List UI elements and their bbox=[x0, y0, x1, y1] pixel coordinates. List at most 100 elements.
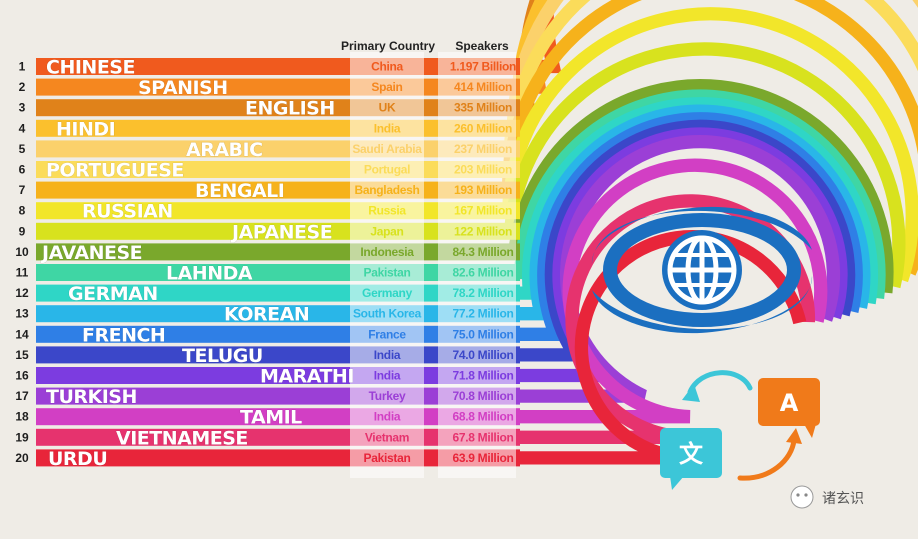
rank-label: 14 bbox=[15, 327, 29, 341]
translate-icon: 文 A bbox=[660, 370, 820, 490]
watermark: 诸玄识 bbox=[790, 485, 864, 509]
globe-logo-icon bbox=[591, 206, 813, 334]
speakers-cell: 71.8 Million bbox=[452, 369, 513, 383]
rank-label: 8 bbox=[19, 204, 26, 218]
rainbow-arc bbox=[503, 42, 906, 289]
speakers-column-bg bbox=[438, 52, 516, 478]
rank-label: 6 bbox=[19, 163, 26, 177]
speakers-cell: 167 Million bbox=[454, 204, 512, 218]
rank-label: 20 bbox=[15, 451, 29, 465]
rainbow-arc bbox=[507, 79, 894, 294]
language-name: JAPANESE bbox=[230, 221, 332, 243]
rainbow-arc bbox=[516, 112, 863, 341]
language-name: TAMIL bbox=[240, 407, 302, 429]
speakers-cell: 68.8 Million bbox=[452, 410, 513, 424]
country-cell: Bangladesh bbox=[354, 183, 419, 197]
language-name: TURKISH bbox=[46, 386, 137, 408]
rank-label: 11 bbox=[16, 266, 29, 280]
country-cell: Spain bbox=[371, 80, 402, 94]
language-name: TELUGU bbox=[182, 345, 263, 367]
rainbow-arc bbox=[516, 158, 828, 424]
language-name: BENGALI bbox=[195, 180, 284, 202]
language-name: URDU bbox=[48, 448, 107, 470]
speakers-cell: 67.8 Million bbox=[452, 430, 513, 444]
rainbow-arc bbox=[501, 0, 918, 276]
speakers-cell: 1.197 Billion bbox=[450, 60, 516, 74]
speakers-column-header: Speakers bbox=[455, 39, 509, 53]
speakers-cell: 122 Million bbox=[454, 224, 512, 238]
language-name: RUSSIAN bbox=[82, 201, 173, 223]
speakers-cell: 414 Million bbox=[454, 80, 512, 94]
country-cell: India bbox=[374, 369, 401, 383]
country-cell: Turkey bbox=[369, 389, 406, 403]
speakers-cell: 335 Million bbox=[454, 101, 512, 115]
rainbow-arc bbox=[516, 104, 871, 321]
speakers-cell: 75.0 Million bbox=[452, 327, 513, 341]
language-name: CHINESE bbox=[46, 57, 135, 79]
country-cell: Portugal bbox=[364, 163, 410, 177]
rank-label: 18 bbox=[15, 410, 29, 424]
country-cell: Indonesia bbox=[360, 245, 414, 259]
wechat-icon bbox=[790, 485, 814, 509]
rank-label: 15 bbox=[15, 348, 29, 362]
rainbow-arc bbox=[503, 0, 918, 266]
country-cell: India bbox=[374, 410, 401, 424]
speakers-cell: 82.6 Million bbox=[452, 266, 513, 280]
rainbow-arc bbox=[516, 119, 856, 362]
country-cell: Saudi Arabia bbox=[352, 142, 422, 156]
language-name: SPANISH bbox=[138, 77, 228, 99]
rank-label: 1 bbox=[19, 60, 26, 74]
language-name: PORTUGUESE bbox=[46, 160, 184, 182]
country-cell: India bbox=[374, 348, 401, 362]
country-cell: Vietnam bbox=[365, 430, 409, 444]
language-name: KOREAN bbox=[224, 304, 309, 326]
country-cell: Japan bbox=[370, 224, 403, 238]
svg-text:文: 文 bbox=[679, 440, 704, 468]
rainbow-arc bbox=[501, 7, 918, 283]
speakers-cell: 63.9 Million bbox=[452, 451, 513, 465]
language-name: VIETNAMESE bbox=[116, 427, 248, 449]
rainbow-arcs bbox=[501, 0, 918, 465]
speakers-cell: 70.8 Million bbox=[452, 389, 513, 403]
rank-label: 12 bbox=[15, 286, 29, 300]
speakers-cell: 77.2 Million bbox=[452, 307, 513, 321]
country-cell: China bbox=[371, 60, 403, 74]
speakers-cell: 78.2 Million bbox=[452, 286, 513, 300]
rank-label: 13 bbox=[15, 307, 29, 321]
watermark-text: 诸玄识 bbox=[822, 490, 864, 507]
speakers-cell: 260 Million bbox=[454, 121, 512, 135]
rank-label: 10 bbox=[15, 245, 29, 259]
speakers-cell: 193 Million bbox=[454, 183, 512, 197]
country-cell: South Korea bbox=[353, 307, 422, 321]
country-cell: Pakistan bbox=[364, 266, 411, 280]
language-name: JAVANESE bbox=[40, 242, 142, 264]
language-name: MARATHI bbox=[260, 366, 354, 388]
country-cell: UK bbox=[379, 101, 396, 115]
rainbow-arc bbox=[514, 89, 886, 300]
country-cell: Russia bbox=[368, 204, 406, 218]
language-labels: 1 CHINESE 2 SPANISH 3 ENGLISH 4 HINDI 5 ARABIC 6 PO… bbox=[15, 56, 354, 470]
speakers-cell: 203 Million bbox=[454, 163, 512, 177]
rainbow-arc bbox=[516, 127, 848, 383]
language-name: ARABIC bbox=[186, 139, 263, 161]
latin-letter-bubble-icon: A bbox=[758, 378, 820, 438]
speakers-cell: 237 Million bbox=[454, 142, 512, 156]
rank-label: 19 bbox=[15, 430, 29, 444]
rank-label: 17 bbox=[15, 389, 29, 403]
country-cell: Pakistan bbox=[364, 451, 411, 465]
table-cells: China 1.197 Billion Spain 414 Million UK 335 … bbox=[352, 60, 516, 465]
svg-text:A: A bbox=[780, 389, 799, 417]
rank-label: 3 bbox=[19, 101, 26, 115]
country-cell: France bbox=[368, 327, 406, 341]
language-name: GERMAN bbox=[68, 283, 158, 305]
country-cell: India bbox=[374, 121, 401, 135]
speakers-cell: 74.0 Million bbox=[452, 348, 513, 362]
table-columns: Primary Country Speakers bbox=[341, 39, 516, 478]
rainbow-arc bbox=[516, 230, 807, 465]
country-column-bg bbox=[350, 52, 424, 478]
rainbow-arc bbox=[506, 0, 918, 156]
country-column-header: Primary Country bbox=[341, 39, 435, 53]
rank-label: 2 bbox=[19, 80, 26, 94]
language-name: ENGLISH bbox=[245, 98, 335, 120]
